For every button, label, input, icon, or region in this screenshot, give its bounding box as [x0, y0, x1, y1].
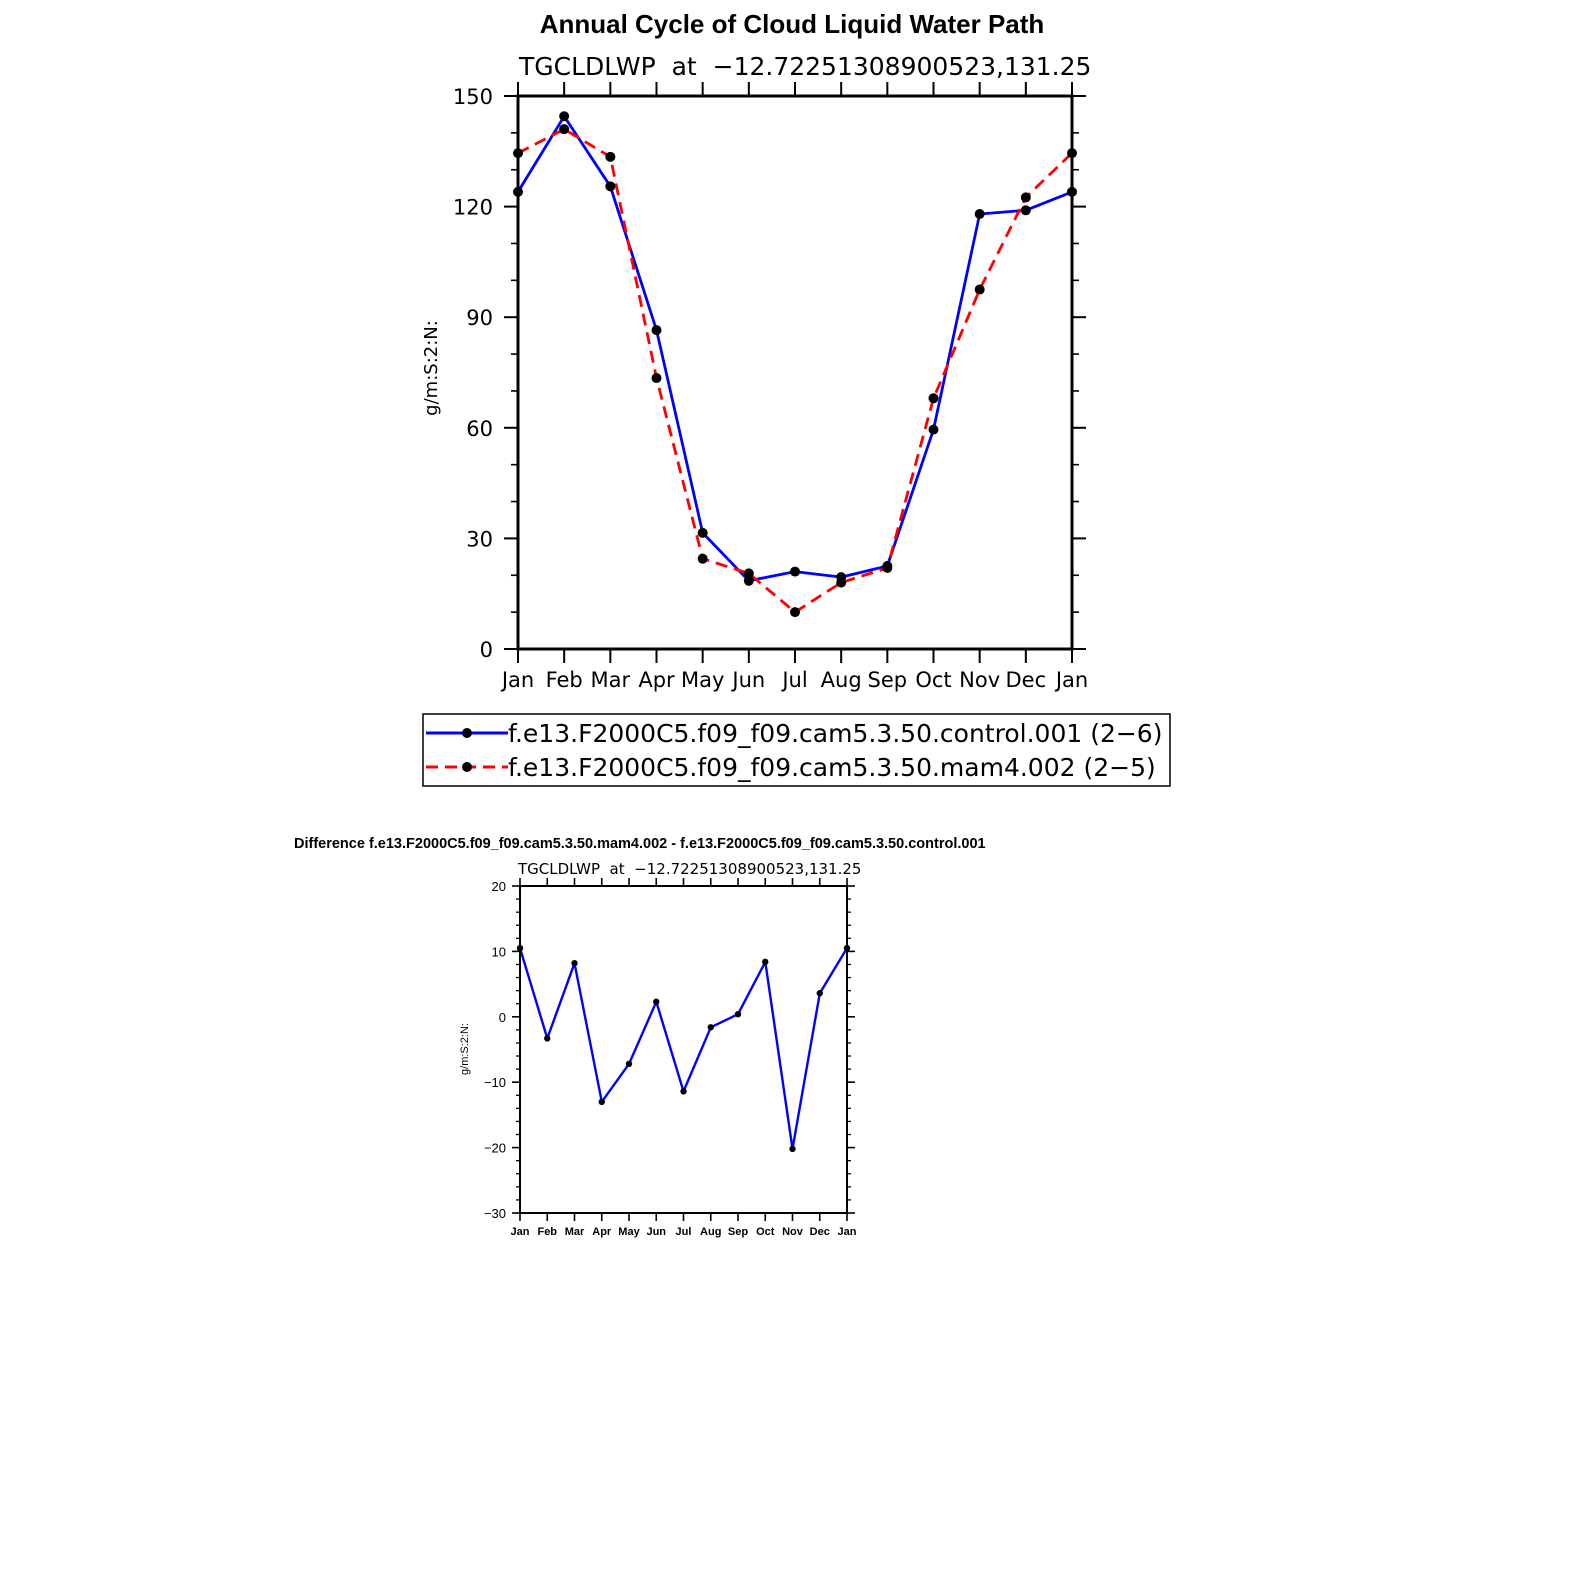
series-0-point [734, 1010, 742, 1018]
y-tick-label: 0 [480, 638, 493, 662]
legend: f.e13.F2000C5.f09_f09.cam5.3.50.control.… [422, 713, 1171, 787]
main-chart: Annual Cycle of Cloud Liquid Water Path … [421, 9, 1171, 787]
legend-item-mam4: f.e13.F2000C5.f09_f09.cam5.3.50.mam4.002… [426, 753, 1156, 782]
x-tick-label: Dec [1006, 668, 1047, 692]
x-tick-label: Mar [565, 1226, 585, 1238]
series-0-point [544, 1035, 551, 1042]
series-0-point [1020, 205, 1031, 216]
y-tick-label: 90 [466, 306, 493, 330]
legend-marker-mam4 [462, 762, 472, 772]
x-tick-label: Jan [838, 1226, 857, 1238]
series-1-point [605, 151, 616, 162]
y-tick-label: −10 [484, 1075, 506, 1090]
series-1-point [790, 607, 800, 618]
series-1-point [882, 562, 893, 573]
y-tick-label: −20 [484, 1141, 506, 1156]
x-tick-label: Mar [591, 668, 631, 692]
difference-plot-frame [519, 885, 848, 1214]
series-1-point [697, 553, 708, 564]
legend-item-control: f.e13.F2000C5.f09_f09.cam5.3.50.control.… [426, 719, 1162, 748]
y-tick-label: 150 [453, 85, 493, 109]
series-0-point [625, 1060, 633, 1068]
x-tick-label: Jan [511, 1226, 530, 1238]
x-tick-label: May [618, 1226, 640, 1238]
legend-box [422, 713, 1171, 787]
x-tick-label: Jun [646, 1226, 666, 1238]
difference-series [516, 944, 851, 1153]
series-0-point [605, 181, 616, 192]
y-tick-label: 120 [453, 196, 493, 220]
x-tick-label: Oct [756, 1226, 775, 1238]
x-tick-label: Nov [782, 1226, 804, 1238]
series-1-point [836, 577, 847, 588]
legend-marker-control [462, 728, 472, 738]
x-tick-label: Jul [780, 668, 807, 692]
legend-label-control: f.e13.F2000C5.f09_f09.cam5.3.50.control.… [508, 719, 1162, 748]
x-tick-label: Jan [500, 668, 534, 692]
main-ticks: Jan Feb Mar Apr May Jun Jul Aug Sep Oct Nov Dec Jan 0… [453, 82, 1088, 692]
series-0-point [974, 208, 985, 219]
series-1-point [651, 373, 662, 384]
series-0-point [697, 527, 708, 538]
difference-chart: Difference f.e13.F2000C5.f09_f09.cam5.3.… [294, 836, 986, 1238]
x-tick-label: Feb [546, 668, 583, 692]
series-0-point [653, 998, 660, 1005]
main-series [513, 111, 1077, 618]
series-0-point [707, 1024, 714, 1031]
series-0-point [762, 958, 769, 966]
difference-chart-subtitle: TGCLDLWP at −12.72251308900523,131.25 [517, 860, 861, 878]
difference-chart-ylabel: g/m:S:2:N: [459, 1023, 471, 1075]
series-line-0 [516, 114, 1073, 583]
main-chart-ylabel: g/m:S:2:N: [421, 320, 442, 416]
y-tick-label: 30 [466, 527, 493, 551]
x-tick-label: Jun [730, 668, 765, 692]
x-tick-label: Nov [959, 668, 1000, 692]
x-tick-label: Aug [700, 1226, 721, 1238]
x-tick-label: Oct [915, 668, 951, 692]
series-1-point [974, 284, 985, 295]
main-chart-subtitle: TGCLDLWP at −12.72251308900523,131.25 [518, 52, 1091, 81]
x-tick-label: Sep [728, 1226, 748, 1238]
main-plot-frame [516, 94, 1074, 651]
series-0-point [571, 959, 578, 967]
series-1-point [928, 393, 939, 404]
series-0-point [680, 1088, 687, 1095]
series-0-point [651, 325, 662, 336]
y-tick-label: −30 [484, 1206, 506, 1221]
y-tick-label: 20 [492, 879, 506, 894]
difference-ticks: Jan Feb Mar Apr May Jun Jul Aug Sep Oct Nov Dec Jan−… [484, 878, 857, 1238]
series-1-point [1020, 192, 1031, 203]
series-0-point [790, 566, 800, 577]
y-tick-label: 10 [492, 944, 506, 959]
x-tick-label: May [681, 668, 724, 692]
series-0-point [789, 1145, 796, 1153]
x-tick-label: Aug [821, 668, 862, 692]
series-0-point [559, 111, 570, 122]
series-line-1 [517, 127, 1073, 614]
main-chart-title: Annual Cycle of Cloud Liquid Water Path [540, 9, 1045, 39]
y-tick-label: 0 [499, 1010, 506, 1025]
y-tick-label: 60 [466, 417, 493, 441]
x-tick-label: Dec [810, 1226, 830, 1238]
series-0-point [598, 1098, 605, 1106]
x-tick-label: Jan [1054, 668, 1088, 692]
x-tick-label: Sep [868, 668, 908, 692]
x-tick-label: Feb [537, 1226, 557, 1238]
series-1-point [559, 124, 570, 135]
series-0-point [743, 575, 754, 586]
x-tick-label: Apr [592, 1226, 612, 1238]
x-tick-label: Apr [638, 668, 675, 692]
series-1-point [743, 568, 754, 579]
series-line-0 [518, 947, 849, 1151]
x-tick-label: Jul [676, 1226, 692, 1238]
series-0-point [816, 990, 823, 997]
series-0-point [928, 424, 939, 435]
legend-label-mam4: f.e13.F2000C5.f09_f09.cam5.3.50.mam4.002… [508, 753, 1156, 782]
difference-chart-title: Difference f.e13.F2000C5.f09_f09.cam5.3.… [294, 836, 986, 852]
